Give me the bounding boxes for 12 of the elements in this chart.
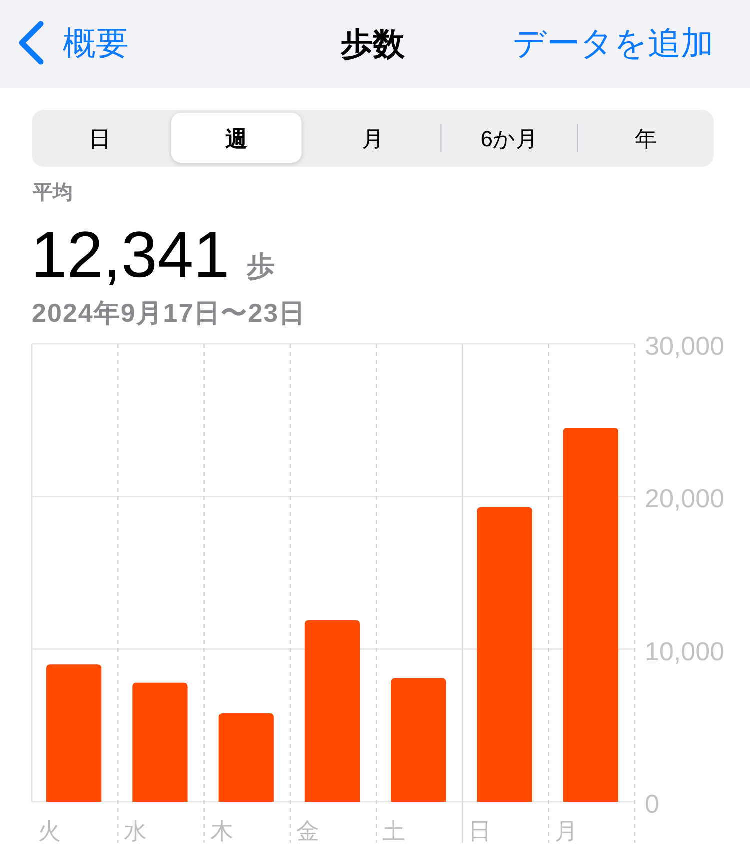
annotation: 年 [634,126,657,152]
annotation: 12,341 [31,218,230,291]
annotation: 6か月 [480,126,538,152]
annotation: 平均 [33,182,73,204]
annotation: 日 [89,126,112,152]
title: 歩数 [341,26,405,62]
annotation: データを追加 [513,24,714,62]
annotation: 概要 [63,24,129,62]
annotation: 歩 [246,251,275,282]
subtitle: 2024年9月17日〜23日 [32,298,306,328]
annotation: 週 [226,126,248,152]
annotation: 月 [362,126,384,152]
